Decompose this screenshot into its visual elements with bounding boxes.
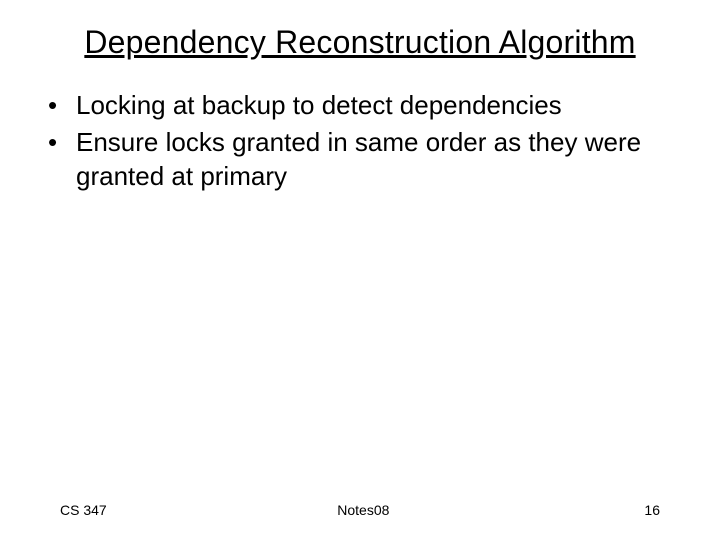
bullet-item: Ensure locks granted in same order as th… <box>48 126 680 193</box>
footer-left: CS 347 <box>60 502 107 518</box>
slide: Dependency Reconstruction Algorithm Lock… <box>0 0 720 540</box>
footer-center: Notes08 <box>107 502 620 518</box>
slide-footer: CS 347 Notes08 16 <box>0 502 720 518</box>
slide-title: Dependency Reconstruction Algorithm <box>40 24 680 61</box>
footer-page-number: 16 <box>620 502 660 518</box>
bullet-list: Locking at backup to detect dependencies… <box>40 89 680 193</box>
bullet-item: Locking at backup to detect dependencies <box>48 89 680 122</box>
